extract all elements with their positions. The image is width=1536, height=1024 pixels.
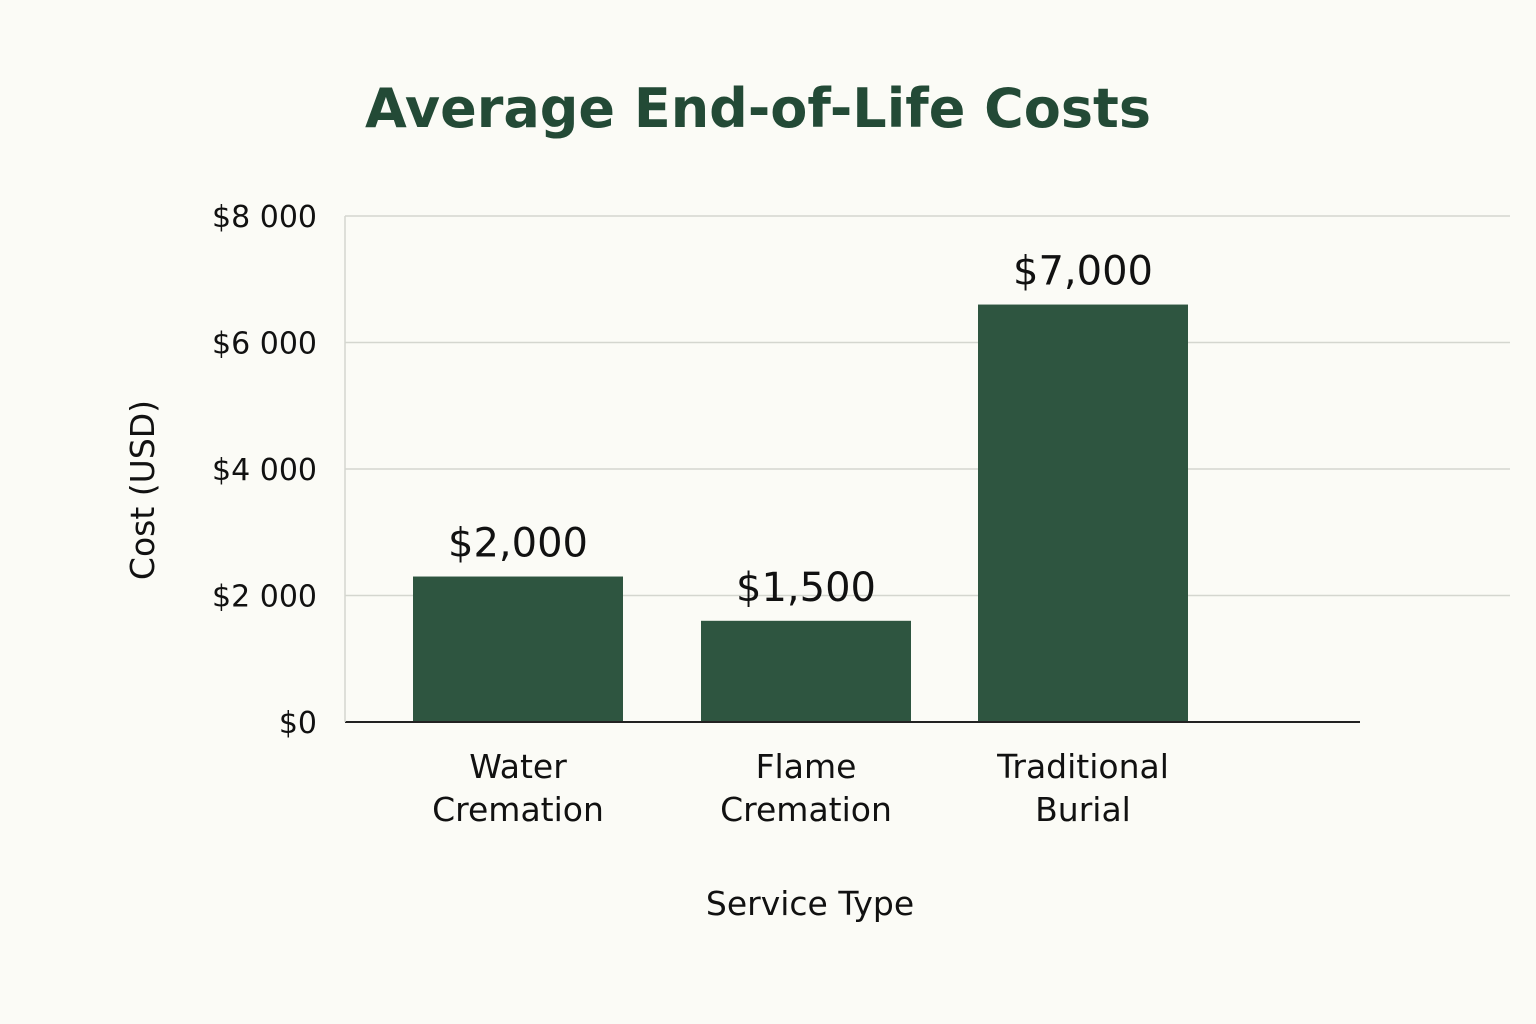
x-axis-title: Service Type	[706, 884, 914, 923]
x-category-label-line: Burial	[1035, 790, 1131, 829]
y-tick-label: $4 000	[212, 453, 317, 488]
x-category-label: Flame Cremation	[720, 747, 892, 829]
x-category-label-line: Flame	[756, 747, 857, 786]
chart-title: Average End-of-Life Costs	[365, 77, 1151, 140]
bar	[413, 576, 623, 722]
data-label: $1,500	[736, 565, 876, 611]
gridlines	[345, 215, 1510, 597]
y-tick-label: $0	[279, 706, 317, 741]
x-category-label: Water Cremation	[432, 747, 604, 829]
data-label: $2,000	[448, 521, 588, 567]
x-category-label-line: Cremation	[432, 790, 604, 829]
y-axis-ticks: $0 $2 000 $4 000 $6 000 $8 000	[212, 200, 317, 741]
y-axis-title: Cost (USD)	[123, 400, 162, 580]
data-labels: $2,000 $1,500 $7,000	[448, 249, 1153, 611]
y-tick-label: $2 000	[212, 580, 317, 615]
bar	[978, 304, 1188, 722]
data-label: $7,000	[1013, 249, 1153, 295]
x-category-label-line: Traditional	[996, 747, 1169, 786]
x-axis-categories: Water Cremation Flame Cremation Traditional B…	[432, 747, 1169, 829]
x-category-label-line: Cremation	[720, 790, 892, 829]
x-category-label: Traditional Burial	[996, 747, 1169, 829]
y-tick-label: $6 000	[212, 327, 317, 362]
bar	[701, 620, 911, 722]
y-tick-label: $8 000	[212, 200, 317, 235]
x-category-label-line: Water	[469, 747, 567, 786]
bars	[413, 304, 1188, 722]
